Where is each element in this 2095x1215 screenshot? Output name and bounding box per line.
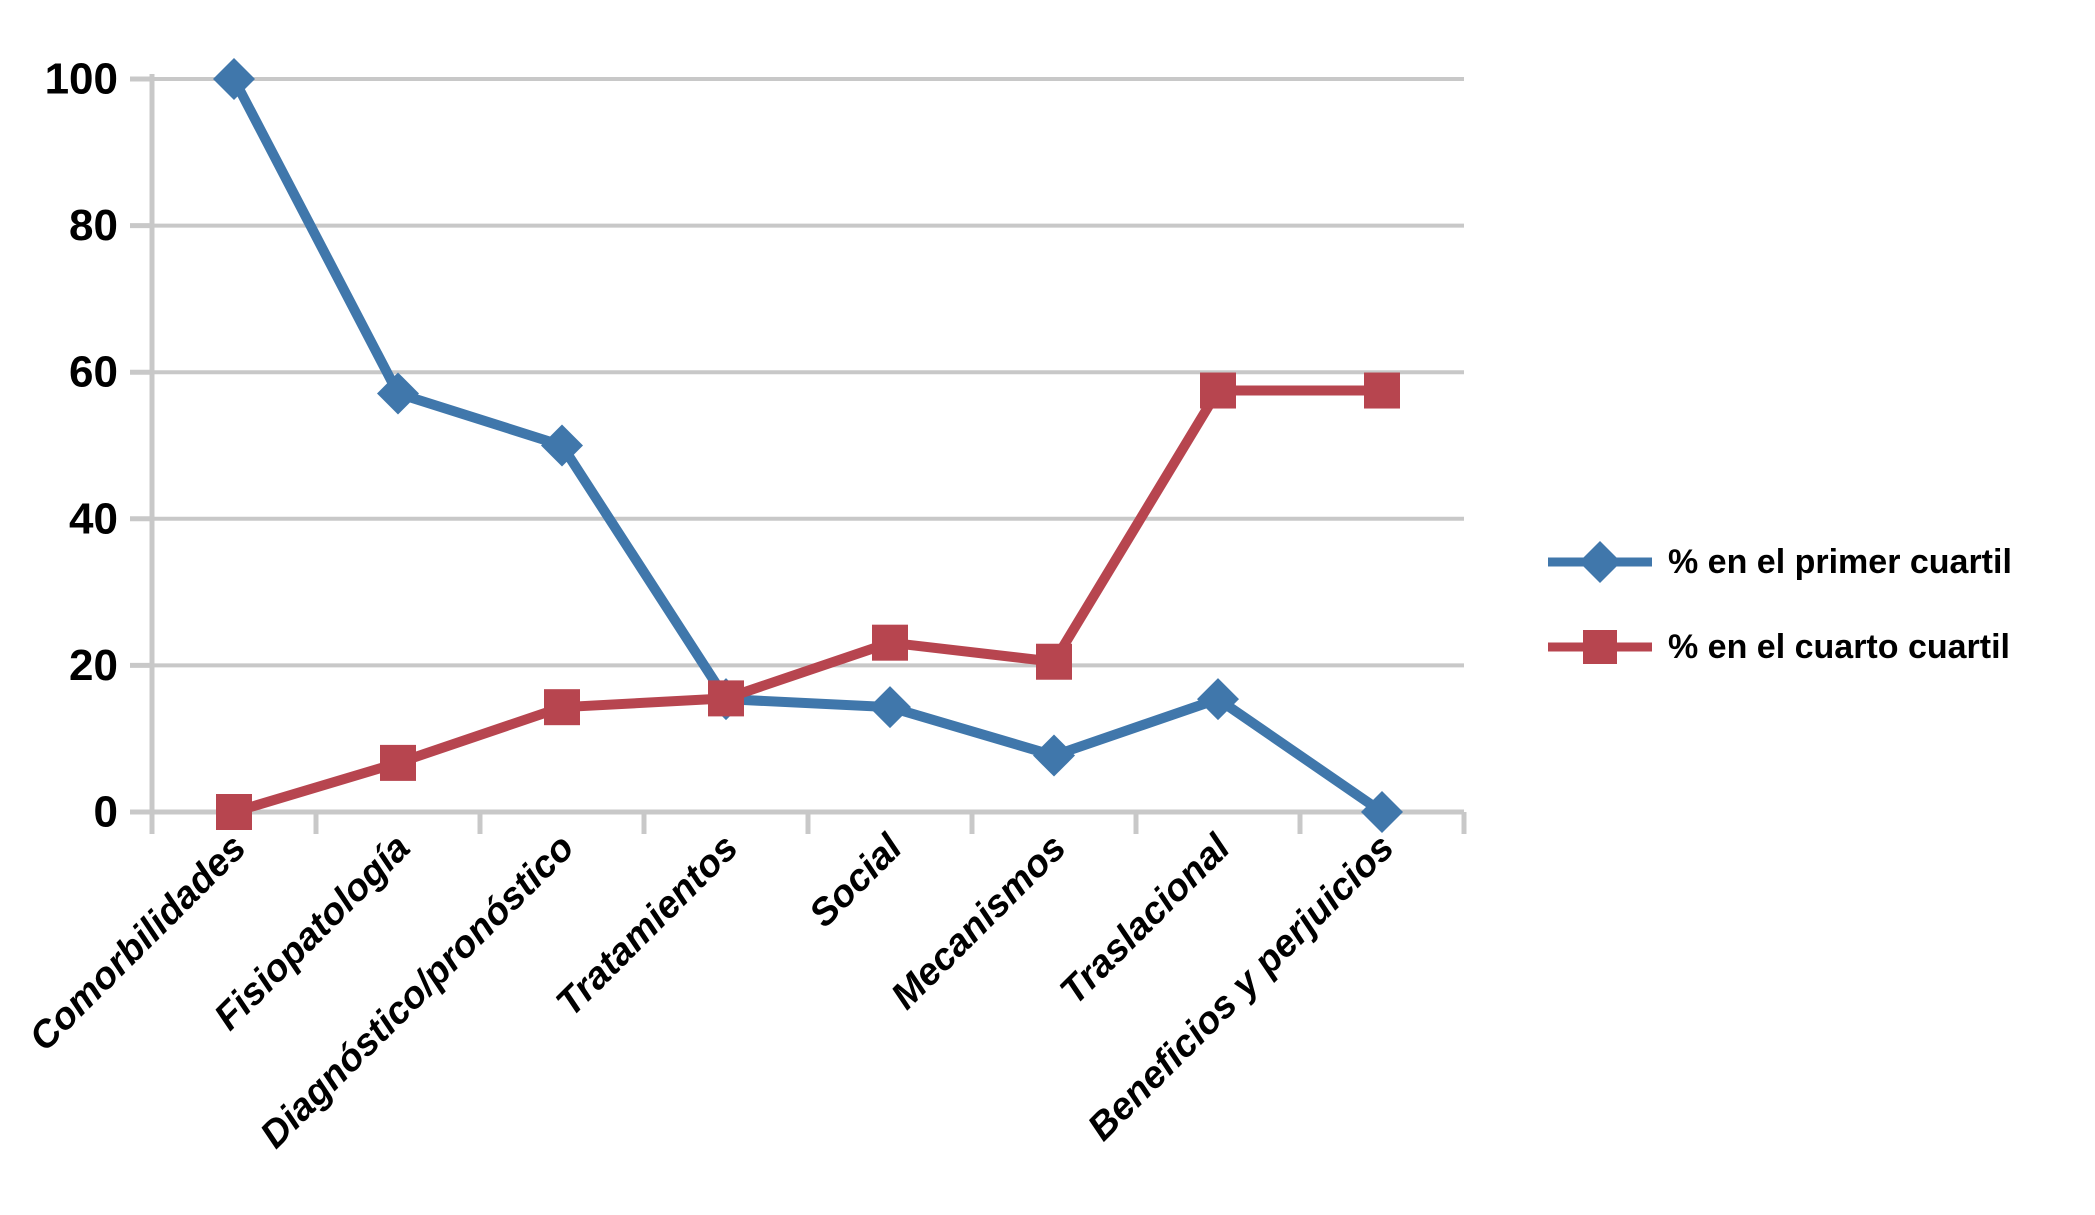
- data-point-square: [216, 794, 252, 830]
- data-point-diamond: [213, 58, 255, 100]
- legend-diamond-icon: [1579, 541, 1621, 583]
- series-line-primer-cuartil: [229, 76, 1385, 817]
- y-axis: [130, 74, 155, 834]
- data-point-square: [708, 680, 744, 717]
- data-point-diamond: [541, 424, 583, 467]
- legend-item-cuarto-cuartil: % en el cuarto cuartil: [1548, 628, 2010, 666]
- data-point-diamond: [1361, 791, 1403, 833]
- legend-square-icon: [1583, 630, 1617, 664]
- y-tick-label: 20: [69, 641, 118, 690]
- y-tick-label: 80: [69, 201, 118, 250]
- legend-label-primer-cuartil: % en el primer cuartil: [1668, 543, 2012, 581]
- y-tick-label: 60: [69, 348, 118, 397]
- data-point-square: [1036, 643, 1072, 680]
- y-tick-label: 100: [45, 55, 118, 104]
- x-category-labels: ComorbilidadesFisiopatologíaDiagnóstico/…: [22, 826, 1403, 1157]
- legend: % en el primer cuartil % en el cuarto cu…: [1548, 541, 2012, 666]
- series-cuarto-cuartil: [216, 372, 1400, 830]
- x-axis: [130, 809, 1467, 834]
- y-tick-label: 0: [94, 788, 118, 837]
- x-category-label: Traslacional: [1052, 826, 1239, 1013]
- x-category-label: Social: [802, 826, 912, 936]
- x-category-label: Diagnóstico/pronóstico: [253, 827, 583, 1157]
- data-point-square: [872, 624, 908, 661]
- data-point-diamond: [869, 686, 911, 729]
- data-point-diamond: [1197, 678, 1239, 721]
- y-tick-labels: 0 20 40 60 80 100: [45, 55, 118, 837]
- data-point-square: [1364, 372, 1400, 409]
- data-point-square: [544, 689, 580, 726]
- series-primer-cuartil: [213, 58, 1403, 833]
- data-point-diamond: [377, 372, 419, 415]
- series-line-cuarto-cuartil: [232, 385, 1382, 817]
- legend-item-primer-cuartil: % en el primer cuartil: [1548, 541, 2012, 583]
- x-category-label: Beneficios y perjuicios: [1080, 827, 1402, 1149]
- data-point-square: [1200, 372, 1236, 409]
- legend-label-cuarto-cuartil: % en el cuarto cuartil: [1668, 628, 2010, 666]
- data-point-diamond: [1033, 734, 1075, 777]
- data-point-square: [380, 744, 416, 781]
- x-category-label: Comorbilidades: [22, 827, 255, 1060]
- x-category-label: Mecanismos: [883, 827, 1074, 1018]
- y-tick-label: 40: [69, 494, 118, 543]
